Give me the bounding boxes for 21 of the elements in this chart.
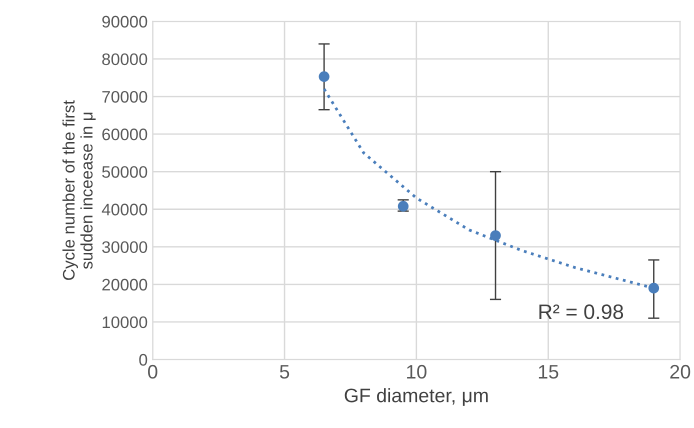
x-tick-label: 10	[407, 364, 426, 379]
y-tick-label: 0	[139, 354, 148, 366]
y-tick-label: 70000	[102, 90, 148, 103]
y-tick-label: 90000	[102, 16, 148, 28]
x-tick-label: 5	[280, 365, 290, 379]
x-axis-title: GF diameter, μm	[344, 388, 488, 406]
point	[648, 282, 660, 294]
x-tick-label: 15	[538, 365, 558, 379]
y-tick-label: 40000	[102, 204, 148, 216]
point	[490, 230, 501, 241]
annotation: R² = 0.98	[539, 304, 624, 320]
y-tick-label: 60000	[102, 128, 148, 140]
y-tick-label: 20000	[102, 278, 148, 291]
x-tick-label: 0	[148, 364, 158, 379]
x-tick-label: 20	[670, 364, 690, 379]
y-tick-label: 50000	[102, 166, 148, 178]
y-tick-label: 30000	[102, 241, 148, 254]
y-tick-label: 10000	[102, 316, 148, 328]
y-axis-title: Cycle number of the first sudden inceease in μ	[62, 100, 96, 280]
point	[318, 71, 330, 82]
y-tick-label: 80000	[102, 53, 148, 66]
